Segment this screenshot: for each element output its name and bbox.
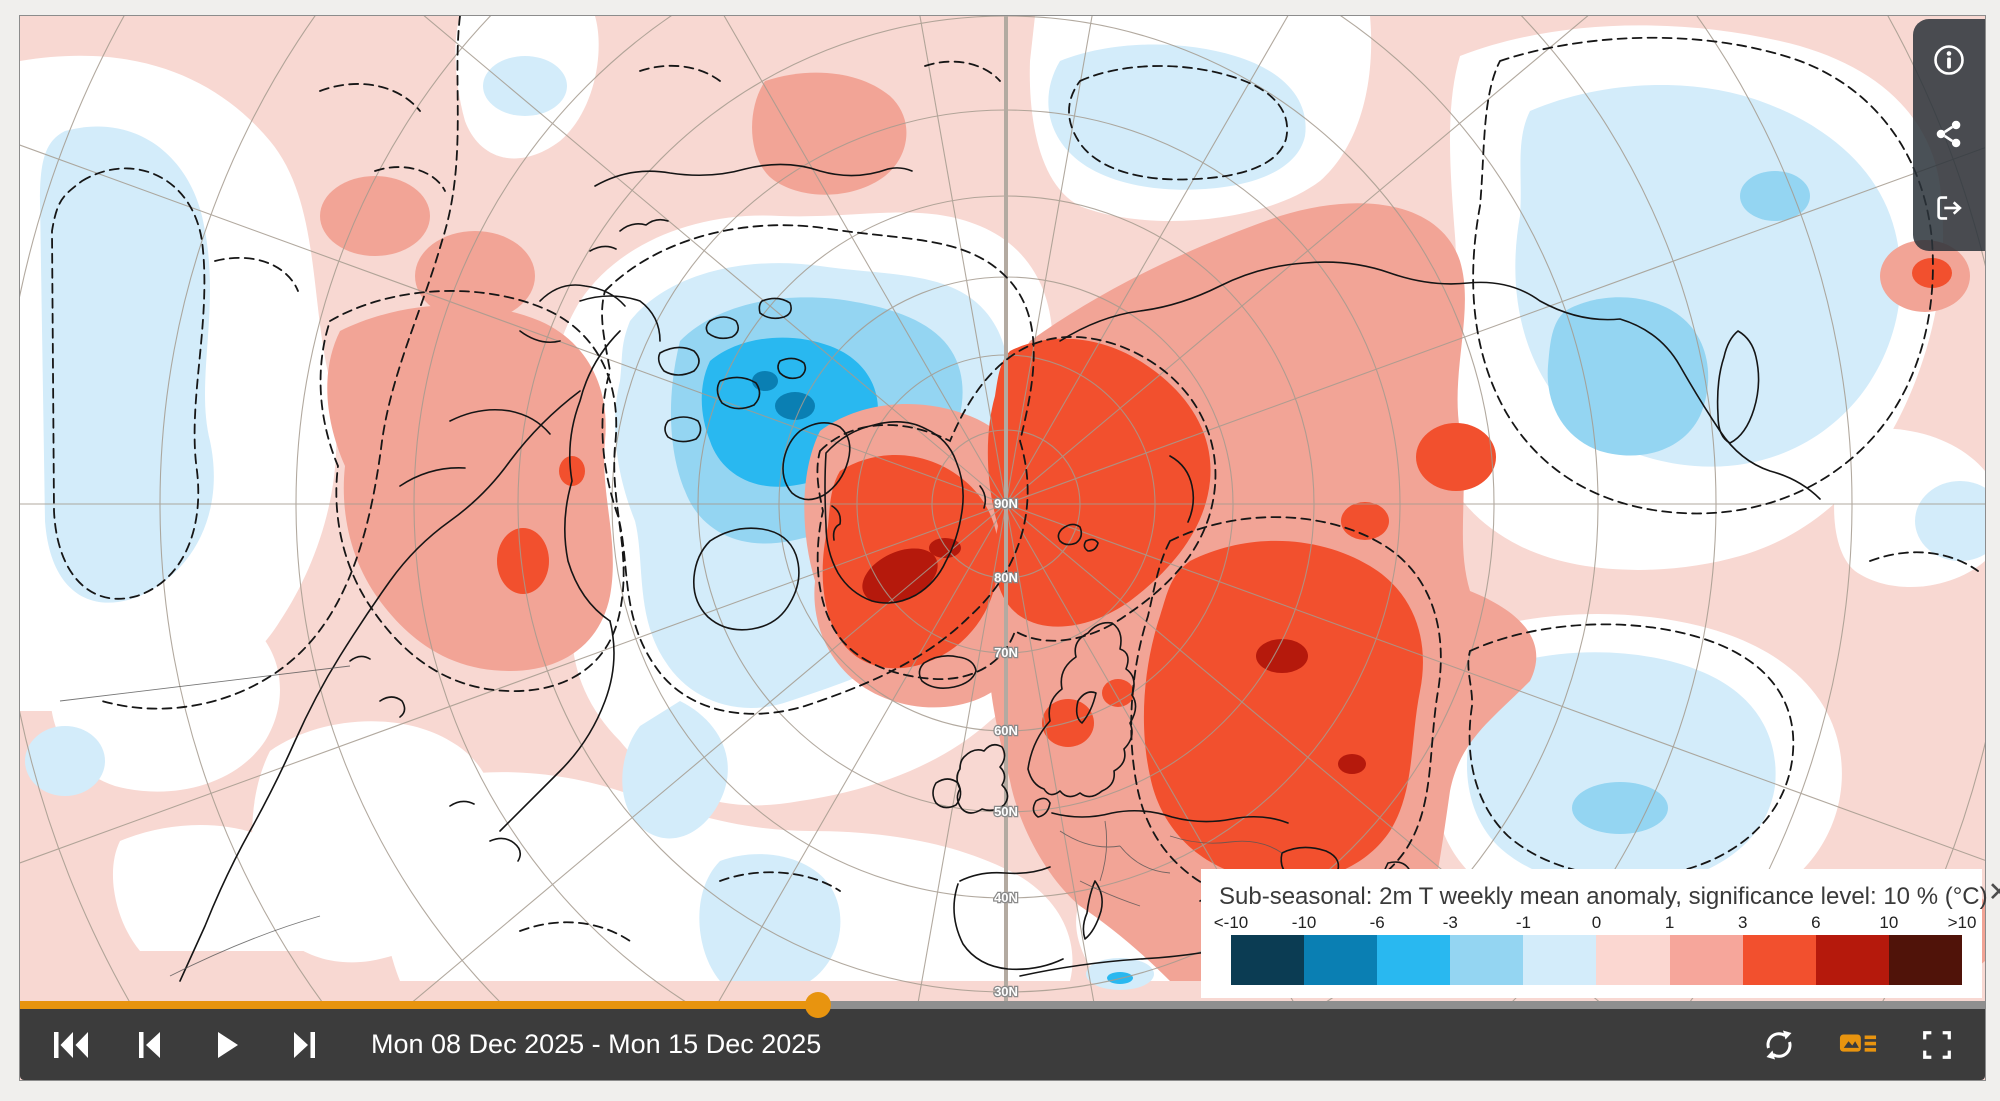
timeline-progress-fill xyxy=(20,1001,818,1009)
play-icon xyxy=(218,1031,238,1058)
latitude-label: 70N xyxy=(994,645,1018,660)
info-icon xyxy=(1934,45,1964,75)
latitude-label: 50N xyxy=(994,804,1018,819)
map-viewer-widget: 90N 80N 70N 60N 50N 40N 30N xyxy=(19,15,2000,1081)
latitude-label: 40N xyxy=(994,890,1018,905)
legend-swatch xyxy=(1231,935,1305,985)
share-icon xyxy=(1936,120,1961,148)
latitude-label: 80N xyxy=(994,570,1018,585)
legend-tick-label: <-10 xyxy=(1213,913,1249,932)
step-forward-button[interactable] xyxy=(285,1028,325,1062)
legend-tick-label: 0 xyxy=(1591,913,1602,932)
legend-tick-label: 1 xyxy=(1664,913,1675,932)
legend-title: Sub-seasonal: 2m T weekly mean anomaly, … xyxy=(1219,883,1988,910)
fullscreen-icon xyxy=(1923,1030,1951,1059)
latitude-labels: 90N 80N 70N 60N 50N 40N 30N xyxy=(993,495,1019,1001)
legend-tick-label: 3 xyxy=(1737,913,1748,932)
side-toolbar xyxy=(1913,19,1985,251)
play-button[interactable] xyxy=(207,1028,247,1062)
legend-panel: Sub-seasonal: 2m T weekly mean anomaly, … xyxy=(1201,869,2000,998)
legend-tick-label: 10 xyxy=(1879,913,1899,932)
share-button[interactable] xyxy=(1930,115,1968,153)
country-borders xyxy=(59,665,1283,977)
legend-swatch xyxy=(1304,935,1378,985)
legend-swatch xyxy=(1742,935,1816,985)
anomaly-map[interactable]: 90N 80N 70N 60N 50N 40N 30N xyxy=(20,16,1985,1004)
legend-tick-label: >10 xyxy=(1947,913,1977,932)
legend-tick-label: -1 xyxy=(1515,913,1531,932)
legend-swatch xyxy=(1523,935,1597,985)
thumbnail-list-icon xyxy=(1839,1034,1877,1052)
timeline-handle[interactable] xyxy=(804,992,831,1018)
significance-contours xyxy=(51,16,1979,942)
legend-tick-label: -6 xyxy=(1369,913,1385,932)
timeline-seekbar[interactable] xyxy=(20,992,1985,1018)
loop-button[interactable] xyxy=(1760,1026,1798,1064)
export-icon xyxy=(1937,196,1962,220)
date-range-label: Mon 08 Dec 2025 - Mon 15 Dec 2025 xyxy=(371,1029,822,1059)
skip-to-start-button[interactable] xyxy=(51,1028,91,1062)
color-scale-swatches xyxy=(1231,935,1962,985)
player-controls: Mon 08 Dec 2025 - Mon 15 Dec 2025 xyxy=(20,1009,1985,1080)
step-forward-icon xyxy=(294,1031,315,1058)
skip-to-start-icon xyxy=(54,1031,88,1058)
anomaly-map-canvas: 90N 80N 70N 60N 50N 40N 30N xyxy=(20,16,1985,1004)
legend-tick-label: -3 xyxy=(1442,913,1458,932)
loop-icon xyxy=(1766,1030,1792,1059)
export-button[interactable] xyxy=(1930,189,1968,227)
legend-swatch xyxy=(1377,935,1451,985)
legend-swatch xyxy=(1669,935,1743,985)
legend-swatch xyxy=(1888,935,1962,985)
step-backward-button[interactable] xyxy=(129,1028,169,1062)
latitude-label: 60N xyxy=(994,723,1018,738)
info-button[interactable] xyxy=(1930,41,1968,79)
legend-tick-label: 6 xyxy=(1811,913,1821,932)
close-icon[interactable]: ✕ xyxy=(1987,877,2000,907)
color-scale: <-10 -10 -6 -3 -1 0 1 3 6 10 >10 xyxy=(1214,913,1977,985)
legend-swatch xyxy=(1815,935,1889,985)
latitude-label: 30N xyxy=(994,984,1018,999)
step-backward-icon xyxy=(139,1031,160,1058)
fullscreen-button[interactable] xyxy=(1918,1026,1956,1064)
latitude-label: 90N xyxy=(994,496,1018,511)
color-scale-ticks: <-10 -10 -6 -3 -1 0 1 3 6 10 >10 xyxy=(1214,913,1977,935)
legend-swatch xyxy=(1596,935,1670,985)
legend-tick-label: -10 xyxy=(1291,913,1317,932)
legend-swatch xyxy=(1450,935,1524,985)
thumbnail-list-button[interactable] xyxy=(1839,1026,1877,1064)
